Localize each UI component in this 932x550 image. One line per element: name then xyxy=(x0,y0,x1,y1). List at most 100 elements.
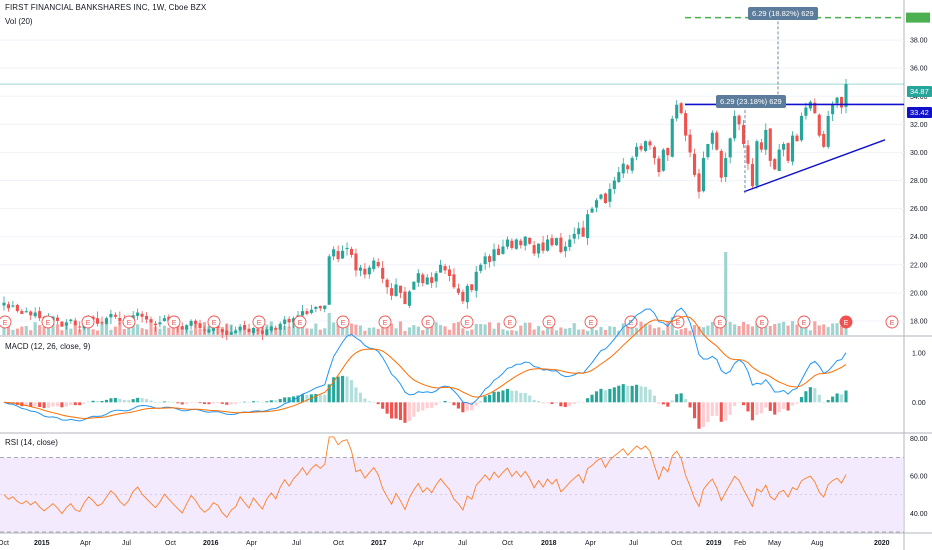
candle-body xyxy=(358,267,362,271)
time-axis[interactable]: Oct 2015 Apr Jul Oct 2016 Apr Jul Oct 2017 Apr Jul O… xyxy=(0,540,890,547)
macd-histogram-bar xyxy=(759,402,763,414)
macd-histogram-bar xyxy=(407,402,411,421)
candle-body xyxy=(831,104,835,115)
volume-bar xyxy=(652,328,656,335)
volume-bar xyxy=(189,330,193,335)
candle-body xyxy=(581,227,585,237)
candle-body xyxy=(292,318,296,323)
macd-histogram-bar xyxy=(216,402,220,404)
candle-body xyxy=(283,319,287,324)
candle-body xyxy=(20,311,24,314)
candle-body xyxy=(64,322,68,326)
earnings-marker-label: E xyxy=(383,320,388,327)
macd-histogram-bar xyxy=(185,402,189,405)
macd-legend[interactable]: MACD (12, 26, close, 9) xyxy=(5,342,91,351)
volume-legend[interactable]: Vol (20) xyxy=(5,17,33,26)
macd-histogram-bar xyxy=(300,394,305,403)
price-tick-label: 34.00 xyxy=(910,94,928,101)
earnings-marker: E xyxy=(503,315,517,329)
earnings-marker-circle xyxy=(713,315,727,329)
candle-body xyxy=(586,214,590,239)
candle-body xyxy=(211,326,215,331)
macd-histogram-bar xyxy=(496,391,501,403)
macd-histogram-bar xyxy=(33,402,37,407)
time-tick-label: 2016 xyxy=(203,540,219,547)
volume-bar xyxy=(831,323,835,335)
volume-bar xyxy=(376,328,380,335)
earnings-marker-circle xyxy=(122,315,136,329)
volume-bar xyxy=(6,325,11,335)
macd-histogram-bar xyxy=(296,395,300,403)
volume-bar xyxy=(461,328,465,335)
macd-histogram-bar xyxy=(621,384,625,403)
earnings-marker-circle xyxy=(81,315,95,329)
candle-body xyxy=(300,311,305,316)
candle-body xyxy=(764,129,768,150)
macd-tick-label: 1.00 xyxy=(912,350,926,357)
candle-body xyxy=(750,164,755,187)
support-trendline xyxy=(743,139,886,193)
earnings-marker-label: E xyxy=(127,320,132,327)
candle-body xyxy=(149,319,153,323)
candle-body xyxy=(323,305,327,310)
macd-histogram-bar xyxy=(519,392,523,403)
volume-bar xyxy=(456,322,460,335)
volume-bar xyxy=(630,323,634,335)
macd-histogram-bar xyxy=(323,394,327,403)
candle-body xyxy=(666,147,670,156)
macd-histogram-bar xyxy=(523,393,527,403)
earnings-marker-label: E xyxy=(508,320,513,327)
volume-bar xyxy=(568,328,572,335)
volume-bar xyxy=(443,326,447,335)
candle-body xyxy=(590,208,594,213)
price-tick-label: 22.00 xyxy=(910,262,928,269)
macd-histogram-bar xyxy=(835,393,839,403)
volume-bar xyxy=(554,330,558,335)
candle-body xyxy=(447,269,452,277)
earnings-marker-circle xyxy=(336,315,350,329)
volume-bar xyxy=(505,330,509,335)
candle-body xyxy=(652,147,656,159)
chart-title[interactable]: FIRST FINANCIAL BANKSHARES INC, 1W, Cboe… xyxy=(5,3,207,12)
price-axes[interactable]: 38.00 36.00 34.00 32.00 30.00 28.00 26.00 24.00… xyxy=(906,12,930,518)
macd-histogram-bar xyxy=(251,401,256,403)
macd-histogram-bar xyxy=(603,390,607,403)
candle-body xyxy=(612,180,616,190)
candle-body xyxy=(33,312,37,317)
price-tick-label: 28.00 xyxy=(910,178,928,185)
macd-histogram-bar xyxy=(733,402,737,406)
candle-body xyxy=(260,330,264,334)
measure-label-top[interactable]: 6.29 (18.82%) 629 xyxy=(748,7,818,20)
earnings-marker-label: E xyxy=(547,320,552,327)
measure-label-mid[interactable]: 6.29 (23.18%) 629 xyxy=(716,95,786,108)
candle-body xyxy=(608,188,612,202)
candle-body xyxy=(162,318,166,322)
macd-histogram-bar xyxy=(358,392,362,403)
macd-histogram-bar xyxy=(149,400,153,403)
macd-histogram-bar xyxy=(318,394,322,403)
volume-bar xyxy=(514,330,518,335)
volume-bar xyxy=(599,326,603,335)
candle-body xyxy=(55,317,60,321)
earnings-marker-label: E xyxy=(426,320,431,327)
volume-bar xyxy=(46,328,51,335)
macd-histogram-bar xyxy=(234,402,238,404)
macd-histogram-bar xyxy=(87,401,91,403)
candle-body xyxy=(728,138,732,158)
macd-histogram-bar xyxy=(572,402,576,404)
candle-body xyxy=(684,113,688,136)
earnings-marker-label: E xyxy=(676,320,681,327)
volume-bar xyxy=(741,321,746,335)
volume-bar xyxy=(648,324,652,335)
earnings-marker-circle xyxy=(503,315,517,329)
candle-body xyxy=(153,323,158,326)
rsi-legend[interactable]: RSI (14, close) xyxy=(5,438,58,447)
candle-body xyxy=(474,271,478,291)
candle-body xyxy=(501,246,505,254)
candle-body xyxy=(198,323,202,328)
candle-body xyxy=(777,149,781,171)
macd-histogram-bar xyxy=(269,400,273,403)
macd-histogram-bar xyxy=(38,402,42,408)
